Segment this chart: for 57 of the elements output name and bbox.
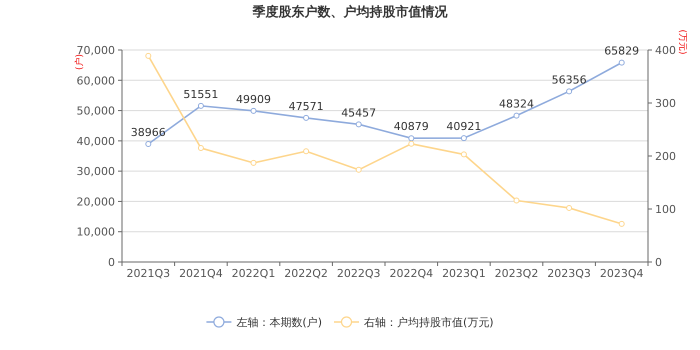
data-label: 38966 <box>130 126 166 139</box>
x-tick-label: 2023Q2 <box>494 267 538 280</box>
point <box>514 112 520 119</box>
y-tick-label: 10,000 <box>76 226 115 239</box>
data-label: 45457 <box>341 106 376 120</box>
point <box>356 166 362 173</box>
data-label: 40879 <box>394 120 429 134</box>
point <box>618 220 625 227</box>
y-tick-label: 20,000 <box>76 195 115 208</box>
point <box>514 198 520 204</box>
x-tick-label: 2023Q3 <box>547 267 591 280</box>
x-tick-label: 2022Q2 <box>284 267 328 280</box>
legend-label: 右轴：户均持股市值(万元) <box>364 316 494 329</box>
x-tick-label: 2021Q4 <box>179 267 223 280</box>
point <box>198 102 204 109</box>
legend-label: 左轴：本期数(户) <box>236 316 322 329</box>
point <box>198 145 204 152</box>
y2-tick-label: 300 <box>655 97 676 110</box>
point <box>566 88 572 94</box>
data-label: 49909 <box>236 92 271 106</box>
point <box>303 148 310 154</box>
point <box>460 135 467 142</box>
point <box>145 52 152 59</box>
y2-tick-label: 100 <box>655 203 676 216</box>
point <box>566 204 572 211</box>
y-axis-title: (户) <box>74 54 85 70</box>
point <box>356 121 362 128</box>
chart-title: 季度股东户数、户均持股市值情况 <box>252 4 448 20</box>
x-tick-label: 2022Q4 <box>389 267 434 280</box>
data-label: 56356 <box>552 73 587 86</box>
point <box>250 108 256 114</box>
y-tick-label: 50,000 <box>76 104 115 118</box>
y2-axis-title: (万元) <box>677 29 688 55</box>
x-tick-label: 2022Q1 <box>232 267 276 280</box>
data-label: 40921 <box>446 120 482 134</box>
point <box>250 160 256 166</box>
x-tick-label: 2022Q3 <box>336 267 381 280</box>
y2-tick-label: 200 <box>655 150 676 163</box>
point <box>618 60 625 66</box>
data-label: 47571 <box>288 100 324 113</box>
x-tick-label: 2023Q1 <box>442 267 486 280</box>
y-tick-label: 60,000 <box>76 74 115 88</box>
x-tick-label: 2023Q4 <box>600 267 644 280</box>
y-tick-label: 40,000 <box>76 134 115 148</box>
point <box>460 151 467 158</box>
point <box>408 135 414 142</box>
point <box>303 114 310 121</box>
point <box>408 140 414 147</box>
data-label: 65829 <box>604 44 640 58</box>
data-label: 48324 <box>499 98 534 111</box>
y2-tick-label: 400 <box>655 44 676 57</box>
data-label: 51551 <box>183 88 218 101</box>
y2-tick-label: 0 <box>655 256 662 269</box>
y-tick-label: 0 <box>108 256 115 269</box>
y-tick-label: 30,000 <box>76 165 115 178</box>
x-tick-label: 2021Q3 <box>126 267 170 280</box>
point <box>145 140 152 147</box>
